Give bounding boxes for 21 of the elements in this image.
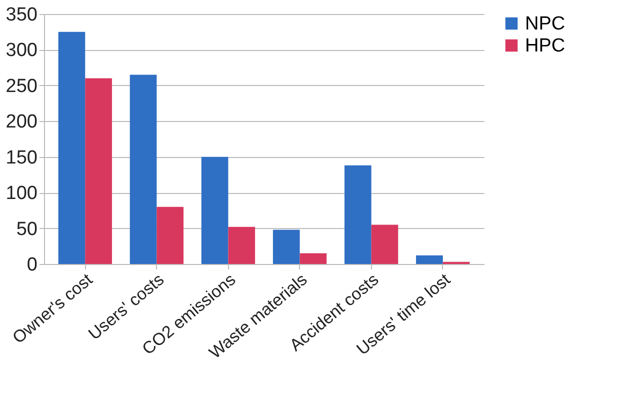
y-tick-label: 300: [6, 40, 38, 62]
y-tick-label: 0: [26, 254, 38, 276]
bar: [156, 206, 184, 264]
legend-label: HPC: [525, 36, 566, 56]
y-tick-label: 150: [6, 147, 38, 168]
y-tick-label: 200: [6, 112, 38, 133]
bar: [371, 224, 398, 264]
bar: [272, 230, 300, 264]
bar: [416, 255, 443, 264]
bar: [130, 74, 157, 264]
bar: [228, 226, 256, 264]
legend-label: NPC: [525, 14, 566, 34]
y-tick-label: 50: [16, 218, 38, 240]
bar: [85, 78, 112, 264]
y-tick-label: 350: [6, 4, 38, 26]
bar: [344, 165, 372, 264]
bar: [58, 32, 86, 264]
y-tick-label: 100: [6, 183, 38, 204]
bar: [300, 253, 327, 264]
y-tick-label: 250: [6, 76, 38, 97]
bar: [201, 156, 228, 264]
